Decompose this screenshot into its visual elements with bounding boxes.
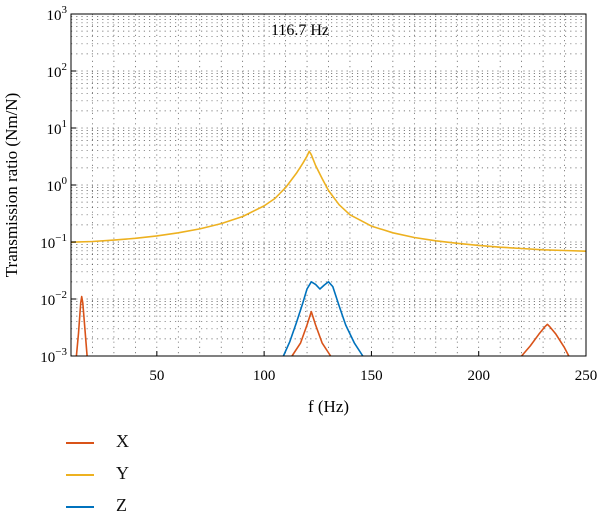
y-tick-label: 103 xyxy=(47,4,68,24)
y-tick-label: 10−2 xyxy=(40,289,67,309)
grid xyxy=(71,14,586,356)
series-line-x-2 xyxy=(520,323,570,357)
legend-line-y xyxy=(66,474,94,476)
legend-label-z: Z xyxy=(116,495,127,515)
series-line-z-0 xyxy=(282,281,364,357)
legend-line-z xyxy=(66,506,94,508)
axis-ticks: 50 100 150 200 250 10−3 10−2 10−1 100 101 102 103 xyxy=(40,4,597,384)
x-tick-label: 50 xyxy=(149,368,164,384)
y-tick-label: 100 xyxy=(47,175,68,195)
y-axis-label: Transmission ratio (Nm/N) xyxy=(2,93,21,278)
legend-label-y: Y xyxy=(116,463,129,483)
x-tick-label: 150 xyxy=(360,368,383,384)
y-tick-label: 10−3 xyxy=(40,346,67,366)
legend-label-x: X xyxy=(116,431,129,451)
series-line-x-1 xyxy=(291,310,332,357)
series-line-y-0 xyxy=(70,150,587,252)
series-lines xyxy=(70,150,587,357)
y-tick-label: 101 xyxy=(47,118,68,138)
x-tick-label: 250 xyxy=(575,368,598,384)
y-tick-label: 102 xyxy=(47,61,68,81)
resonance-annotation: 116.7 Hz xyxy=(271,22,329,39)
series-line-x-0 xyxy=(75,295,88,357)
x-axis-label: f (Hz) xyxy=(308,397,349,416)
x-tick-label: 200 xyxy=(467,368,490,384)
x-tick-label: 100 xyxy=(253,368,276,384)
y-tick-label: 10−1 xyxy=(40,232,67,252)
legend-line-x xyxy=(66,442,94,444)
